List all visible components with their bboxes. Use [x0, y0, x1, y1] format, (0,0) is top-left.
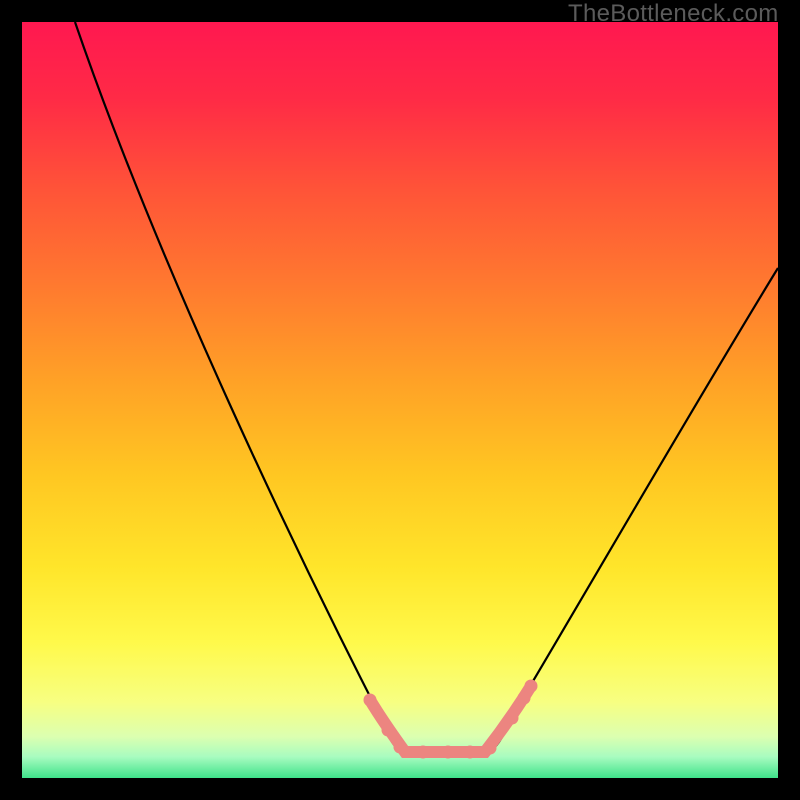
gradient-background — [22, 22, 778, 778]
watermark-text: TheBottleneck.com — [568, 0, 779, 28]
